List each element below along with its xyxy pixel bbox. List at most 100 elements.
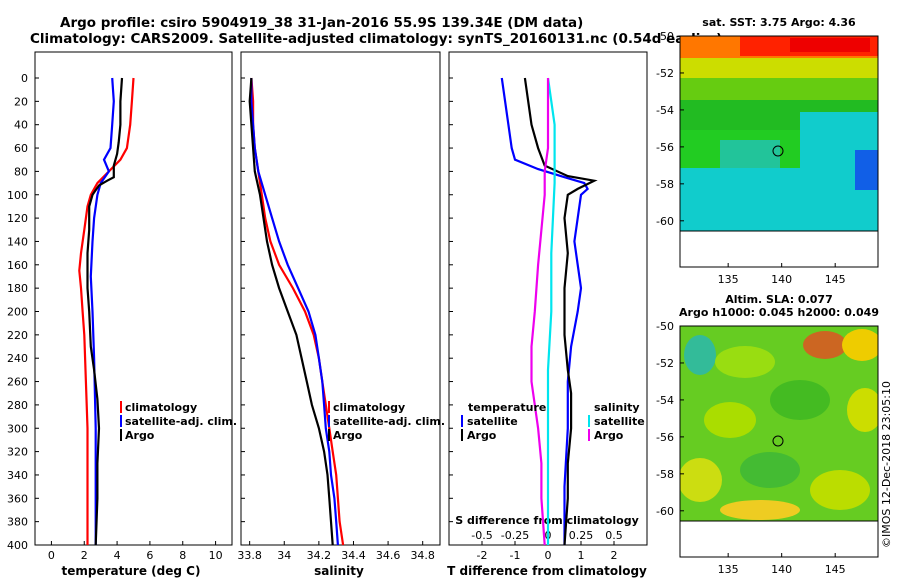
x-tick-label: 8: [179, 549, 186, 562]
sst-y-axis: -50 -52 -54 -56 -58 -60: [656, 30, 684, 228]
depth-tick-label: 400: [7, 539, 28, 552]
imos-watermark: ©IMOS 12-Dec-2018 23:05:10: [880, 381, 893, 548]
x-tick-label: 34.6: [376, 549, 401, 562]
sla-map-title: Altim. SLA: 0.077: [725, 293, 832, 306]
series-line-satellite-adj-clim-: [250, 78, 339, 546]
map-x-tick-label: 140: [771, 563, 792, 576]
depth-tick-label: 260: [7, 376, 28, 389]
depth-tick-label: 0: [21, 72, 28, 85]
series-line-argo: [86, 77, 124, 546]
temperature-axis-label: temperature (deg C): [62, 564, 201, 578]
legend-argo-sal: Argo: [333, 429, 363, 442]
depth-tick-label: 80: [14, 165, 28, 178]
x-tick-label: 0: [48, 549, 55, 562]
series-line-satellite-adj-clim-: [89, 77, 115, 545]
legend-climatology-sal: climatology: [333, 401, 405, 414]
depth-axis: 0 20 40 60 80 100 120 140 160 180 200 220 240 260 280 3…: [7, 72, 28, 552]
map-y-tick-label: -58: [656, 468, 674, 481]
map-x-tick-label: 135: [718, 273, 739, 286]
sla-y-axis: -50 -52 -54 -56 -58 -60: [656, 320, 684, 518]
map-y-tick-label: -54: [656, 104, 674, 117]
map-y-tick-label: -50: [656, 320, 674, 333]
legend-salinity-satellite: satellite: [594, 415, 645, 428]
salinity-panel-frame: [240, 51, 441, 546]
x-tick-label: 34.8: [410, 549, 435, 562]
salinity-series: [248, 77, 345, 546]
sst-argo-marker: [772, 145, 784, 157]
sst-heatmap: [679, 35, 879, 268]
depth-tick-label: 100: [7, 189, 28, 202]
map-x-tick-label: 140: [771, 273, 792, 286]
salinity-legend: climatology satellite-adj. clim. Argo: [328, 401, 445, 442]
x-tick-label: 34: [277, 549, 291, 562]
sla-argo-marker: [772, 435, 784, 447]
depth-tick-label: 40: [14, 119, 28, 132]
depth-tick-label: 160: [7, 259, 28, 272]
legend-salinity-title: salinity: [594, 401, 640, 414]
map-y-tick-label: -54: [656, 394, 674, 407]
depth-tick-label: 200: [7, 306, 28, 319]
salinity-difference-x-axis: -0.5 -0.25 0 0.25 0.5: [471, 529, 622, 542]
sla-heatmap: [679, 325, 879, 558]
depth-tick-label: 180: [7, 282, 28, 295]
salinity-axis-label: salinity: [314, 564, 364, 578]
map-y-tick-label: -52: [656, 357, 674, 370]
depth-tick-label: 320: [7, 446, 28, 459]
depth-tick-label: 20: [14, 95, 28, 108]
x-tick-label: 4: [114, 549, 121, 562]
series-line-argo: [248, 77, 334, 546]
x-tick-label: -2: [477, 549, 488, 562]
temperature-panel-frame: [34, 51, 233, 546]
difference-legend: temperature satellite Argo salinity sate…: [461, 401, 645, 442]
difference-x-axis: -2 -1 0 1 2: [449, 77, 618, 562]
depth-tick-label: 140: [7, 235, 28, 248]
x-tick-label: 10: [209, 549, 223, 562]
depth-tick-label: 220: [7, 329, 28, 342]
legend-satellite-sal: satellite-adj. clim.: [333, 415, 445, 428]
x-tick-label: 2: [81, 549, 88, 562]
legend-temperature-argo: Argo: [467, 429, 497, 442]
x-tick-label: 6: [146, 549, 153, 562]
map-y-tick-label: -50: [656, 30, 674, 43]
map-y-tick-label: -58: [656, 178, 674, 191]
title-line-2: Climatology: CARS2009. Satellite-adjuste…: [30, 31, 722, 47]
series-line-temperature-satellite: [500, 77, 589, 545]
depth-tick-label: 240: [7, 352, 28, 365]
depth-tick-label: 60: [14, 142, 28, 155]
temperature-x-axis: 0 2 4 6 8 10: [35, 77, 223, 562]
depth-tick-label: 340: [7, 469, 28, 482]
s-diff-tick-label: -0.25: [501, 529, 529, 542]
sst-map-title: sat. SST: 3.75 Argo: 4.36: [702, 16, 856, 29]
series-line-climatology: [250, 77, 345, 546]
map-y-tick-label: -56: [656, 141, 674, 154]
x-tick-label: -1: [510, 549, 521, 562]
legend-temperature-title: temperature: [468, 401, 546, 414]
s-diff-tick-label: 0.25: [569, 529, 594, 542]
sst-x-axis: 135 140 145: [718, 263, 846, 286]
x-tick-label: 34.4: [341, 549, 366, 562]
t-difference-axis-label: T difference from climatology: [447, 564, 647, 578]
sla-map-subtitle: Argo h1000: 0.045 h2000: 0.049: [679, 306, 879, 319]
difference-series: [500, 77, 598, 546]
map-y-tick-label: -56: [656, 431, 674, 444]
x-tick-label: 1: [578, 549, 585, 562]
map-x-tick-label: 135: [718, 563, 739, 576]
legend-satellite-temp: satellite-adj. clim.: [125, 415, 237, 428]
x-tick-label: 0: [545, 549, 552, 562]
depth-tick-label: 300: [7, 422, 28, 435]
series-line-temperature-argo: [523, 77, 598, 546]
depth-tick-label: 280: [7, 399, 28, 412]
temperature-legend: climatology satellite-adj. clim. Argo: [120, 401, 237, 442]
sla-x-axis: 135 140 145: [718, 553, 846, 576]
series-line-salinity-argo: [530, 78, 550, 546]
legend-temperature-satellite: satellite: [467, 415, 518, 428]
legend-climatology-temp: climatology: [125, 401, 197, 414]
legend-salinity-argo: Argo: [594, 429, 624, 442]
depth-tick-label: 120: [7, 212, 28, 225]
map-x-tick-label: 145: [825, 563, 846, 576]
salinity-x-axis: 33.8 34 34.2 34.4 34.6 34.8: [237, 77, 435, 562]
map-x-tick-label: 145: [825, 273, 846, 286]
series-line-climatology: [78, 77, 135, 545]
map-y-tick-label: -52: [656, 67, 674, 80]
